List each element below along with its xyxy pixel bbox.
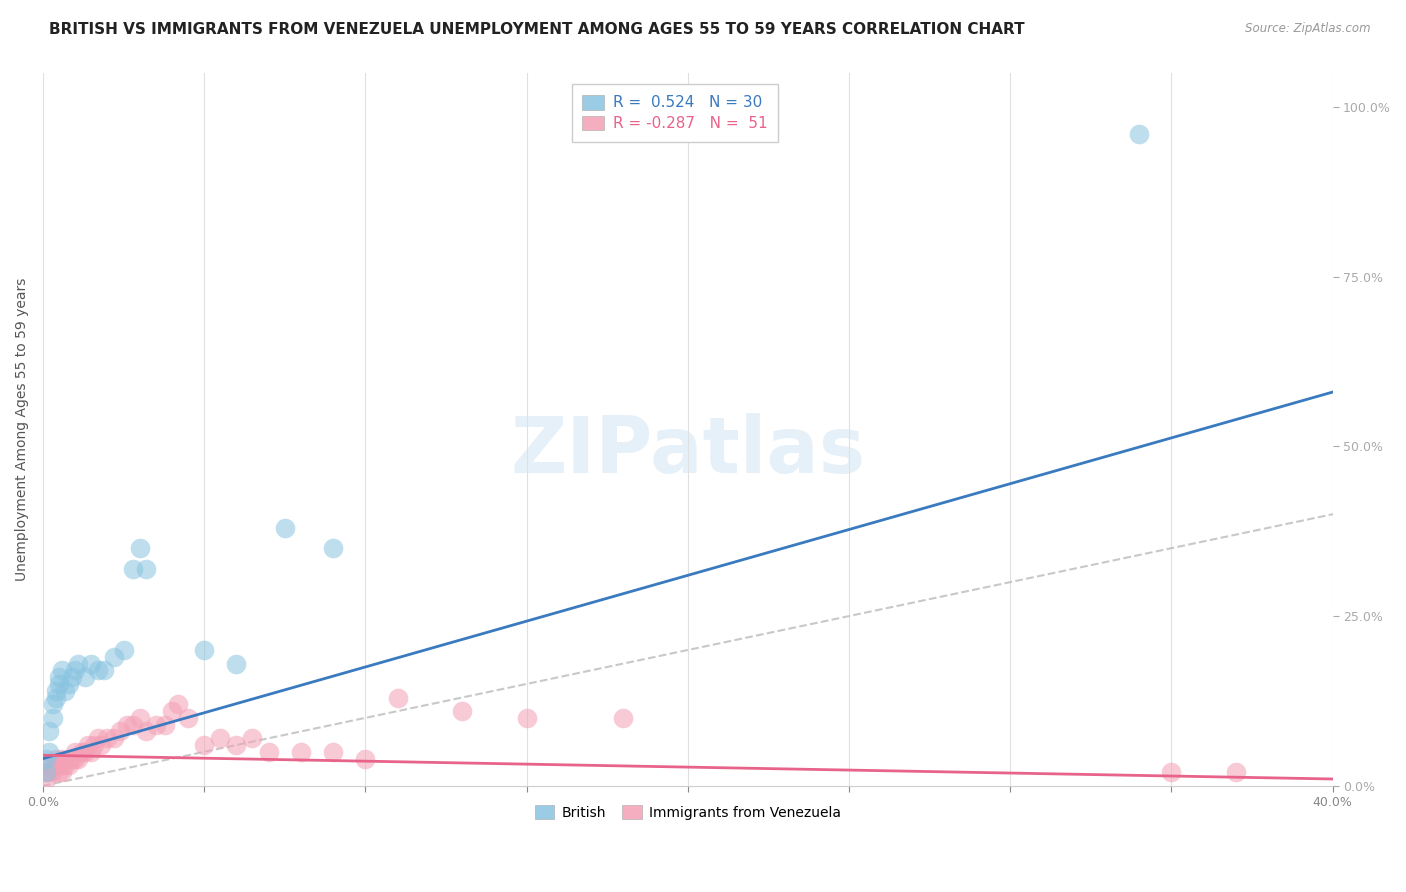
Point (51, 751, 73, 765)
Point (257, 745, 280, 759)
Point (55, 683, 77, 698)
Point (93, 664, 115, 678)
Point (45, 683, 67, 698)
Point (242, 731, 264, 746)
Point (73, 745, 96, 759)
Point (225, 657, 247, 671)
Point (354, 751, 377, 765)
Point (63, 745, 86, 759)
Point (128, 711, 150, 725)
Point (80, 745, 103, 759)
Point (55, 758, 77, 772)
Point (35, 751, 58, 765)
Point (63, 751, 86, 765)
Point (70, 745, 93, 759)
Point (193, 643, 215, 657)
Point (177, 711, 200, 725)
Point (77, 738, 100, 752)
Point (155, 717, 177, 731)
Point (110, 724, 132, 739)
Point (96, 731, 118, 746)
Point (90, 738, 112, 752)
Point (1128, 127, 1150, 141)
Point (41, 711, 63, 725)
Point (160, 704, 183, 718)
Point (41, 765, 63, 780)
Point (35, 765, 58, 780)
Point (122, 561, 145, 575)
Point (167, 698, 190, 712)
Point (135, 724, 157, 739)
Point (45, 751, 67, 765)
Legend: British, Immigrants from Venezuela: British, Immigrants from Venezuela (529, 799, 846, 825)
Point (63, 664, 86, 678)
Point (48, 758, 70, 772)
Point (86, 664, 108, 678)
Point (128, 541, 150, 556)
Point (35, 772, 58, 786)
Point (41, 758, 63, 772)
Point (322, 541, 344, 556)
Point (322, 745, 344, 759)
Point (35, 765, 58, 780)
Point (73, 670, 96, 684)
Point (290, 745, 312, 759)
Point (60, 751, 83, 765)
Point (67, 751, 90, 765)
Point (225, 738, 247, 752)
Point (209, 731, 232, 746)
Text: Source: ZipAtlas.com: Source: ZipAtlas.com (1246, 22, 1371, 36)
Point (67, 657, 90, 671)
Point (1160, 765, 1182, 780)
Point (51, 664, 73, 678)
Point (58, 758, 80, 772)
Point (38, 745, 60, 759)
Point (135, 561, 157, 575)
Point (86, 731, 108, 746)
Point (103, 649, 125, 664)
Point (48, 670, 70, 684)
Point (48, 677, 70, 691)
Point (193, 738, 215, 752)
Point (112, 643, 135, 657)
Point (45, 758, 67, 772)
Point (58, 677, 80, 691)
Point (387, 690, 409, 705)
Point (115, 717, 138, 731)
Point (145, 717, 167, 731)
Text: BRITISH VS IMMIGRANTS FROM VENEZUELA UNEMPLOYMENT AMONG AGES 55 TO 59 YEARS CORR: BRITISH VS IMMIGRANTS FROM VENEZUELA UNE… (49, 22, 1025, 37)
Point (516, 711, 538, 725)
Point (60, 670, 83, 684)
Point (451, 704, 474, 718)
Point (41, 698, 63, 712)
Point (48, 765, 70, 780)
Point (122, 717, 145, 731)
Point (38, 765, 60, 780)
Point (1225, 765, 1247, 780)
Point (80, 657, 103, 671)
Point (103, 731, 125, 746)
Point (51, 765, 73, 780)
Point (38, 758, 60, 772)
Point (38, 724, 60, 739)
Point (612, 711, 634, 725)
Point (274, 521, 297, 535)
Text: ZIPatlas: ZIPatlas (510, 413, 865, 489)
Y-axis label: Unemployment Among Ages 55 to 59 years: Unemployment Among Ages 55 to 59 years (15, 277, 30, 581)
Point (45, 690, 67, 705)
Point (83, 738, 105, 752)
